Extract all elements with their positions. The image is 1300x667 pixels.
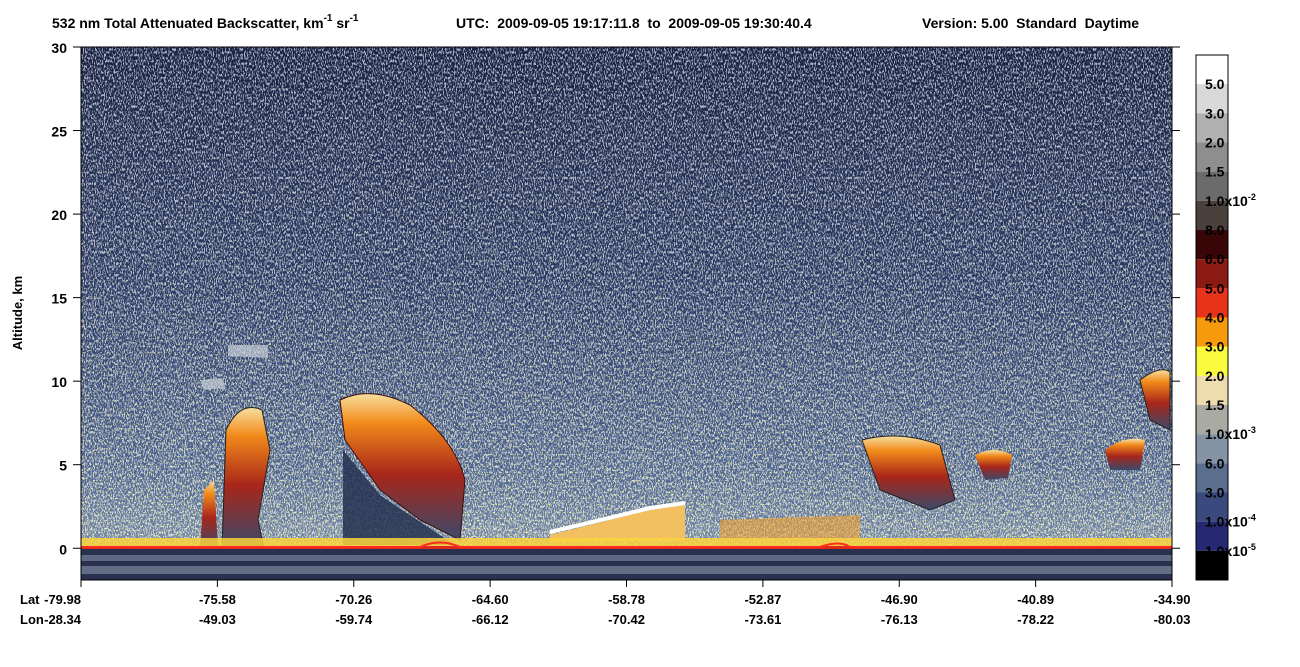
title-text: 532 nm Total Attenuated Backscatter, km-… [52, 13, 359, 31]
colorbar-label-sup: -4 [1248, 513, 1256, 523]
colorbar-label: 4.0 [1205, 310, 1225, 326]
colorbar-label: 1.0x10-2 [1205, 192, 1256, 209]
colorbar-box [1196, 492, 1228, 522]
y-tick-label: 15 [51, 291, 67, 307]
colorbar-label: 1.5 [1205, 164, 1225, 180]
colorbar-label-text: 1.0x10 [1205, 543, 1248, 559]
colorbar-frame [1195, 54, 1229, 581]
x-tick-label: -70.26 [335, 592, 372, 607]
colorbar-box [1196, 230, 1228, 260]
x-tick-label: -52.87 [744, 592, 781, 607]
colorbar-label-text: 1.0x10 [1205, 514, 1248, 530]
colorbar-label-text: 2.0 [1205, 135, 1225, 151]
colorbar-box [1196, 550, 1228, 580]
version: Version: 5.00 Standard Daytime [922, 15, 1139, 31]
time-range: UTC: 2009-09-05 19:17:11.8 to 2009-09-05… [456, 15, 812, 31]
colorbar-label: 8.0 [1205, 222, 1225, 238]
colorbar-label-sup: -2 [1248, 192, 1256, 202]
x-tick-label: -76.13 [881, 612, 918, 627]
x-row-name: Lon [20, 612, 44, 627]
x-tick-label: -70.42 [608, 612, 645, 627]
colorbar-label-text: 1.0x10 [1205, 426, 1248, 442]
y-tick-label: 0 [59, 541, 67, 557]
x-tick-label: -66.12 [472, 612, 509, 627]
colorbar-box [1196, 346, 1228, 376]
colorbar-box [1196, 171, 1228, 201]
colorbar-box [1196, 317, 1228, 347]
y-tick-label: 20 [51, 207, 67, 223]
colorbar-label-text: 3.0 [1205, 105, 1225, 121]
colorbar-label-text: 1.5 [1205, 397, 1225, 413]
y-tick-label: 30 [51, 40, 67, 56]
colorbar-box [1196, 375, 1228, 405]
x-tick-label: -75.58 [199, 592, 236, 607]
colorbar-label: 2.0 [1205, 135, 1225, 151]
title-part: 532 nm Total Attenuated Backscatter, km [52, 15, 324, 31]
colorbar-label: 6.0 [1205, 455, 1225, 471]
colorbar-label-text: 8.0 [1205, 222, 1225, 238]
x-tick-label: -80.03 [1154, 612, 1191, 627]
colorbar-label: 1.5 [1205, 397, 1225, 413]
colorbar-label: 3.0 [1205, 105, 1225, 121]
colorbar-label: 2.0 [1205, 368, 1225, 384]
colorbar-label-text: 3.0 [1205, 339, 1225, 355]
y-tick-label: 5 [59, 458, 67, 474]
colorbar-label: 3.0 [1205, 485, 1225, 501]
x-tick-label: -46.90 [881, 592, 918, 607]
x-row-name: Lat [20, 592, 40, 607]
colorbar-box [1196, 200, 1228, 230]
curtain-image [81, 47, 1172, 580]
colorbar-label-text: 1.0x10 [1205, 193, 1248, 209]
colorbar-box [1196, 84, 1228, 114]
x-tick-label: -49.03 [199, 612, 236, 627]
colorbar-label-text: 5.0 [1205, 280, 1225, 296]
colorbar-box [1196, 113, 1228, 143]
colorbar-label: 1.0x10-5 [1205, 542, 1256, 559]
x-tick-label: -73.61 [744, 612, 781, 627]
colorbar-label: 5.0 [1205, 76, 1225, 92]
colorbar-label: 5.0 [1205, 280, 1225, 296]
colorbar-box [1196, 434, 1228, 464]
x-tick-label: -40.89 [1017, 592, 1054, 607]
colorbar-label: 6.0 [1205, 251, 1225, 267]
y-axis-label: Altitude, km [10, 276, 25, 350]
x-tick-label: -79.98 [44, 592, 81, 607]
x-tick-label: -59.74 [335, 612, 373, 627]
x-tick-label: -28.34 [44, 612, 82, 627]
colorbar-box [1196, 463, 1228, 493]
colorbar-box [1196, 521, 1228, 551]
colorbar-label: 3.0 [1205, 339, 1225, 355]
colorbar-label-text: 1.5 [1205, 164, 1225, 180]
colorbar-label-text: 4.0 [1205, 310, 1225, 326]
colorbar-label-text: 2.0 [1205, 368, 1225, 384]
title-superscript: -1 [324, 13, 333, 24]
colorbar-label: 1.0x10-3 [1205, 425, 1256, 442]
colorbar-box [1196, 142, 1228, 172]
x-tick-label: -58.78 [608, 592, 645, 607]
title: 532 nm Total Attenuated Backscatter, km-… [52, 13, 1139, 31]
colorbar-box [1196, 288, 1228, 318]
x-tick-label: -34.90 [1154, 592, 1191, 607]
title-superscript: -1 [350, 13, 359, 24]
colorbar-box [1196, 405, 1228, 435]
x-tick-label: -64.60 [472, 592, 509, 607]
y-tick-label: 25 [51, 124, 67, 140]
y-tick-label: 10 [51, 374, 67, 390]
colorbar-box [1196, 259, 1228, 289]
colorbar-label: 1.0x10-4 [1205, 513, 1256, 530]
colorbar-label-text: 3.0 [1205, 485, 1225, 501]
colorbar-label-sup: -3 [1248, 425, 1256, 435]
colorbar-label-text: 6.0 [1205, 251, 1225, 267]
colorbar-box [1196, 55, 1228, 85]
colorbar-label-sup: -5 [1248, 542, 1256, 552]
colorbar-label-text: 6.0 [1205, 455, 1225, 471]
x-tick-label: -78.22 [1017, 612, 1054, 627]
colorbar-label-text: 5.0 [1205, 76, 1225, 92]
title-part: sr [332, 15, 350, 31]
